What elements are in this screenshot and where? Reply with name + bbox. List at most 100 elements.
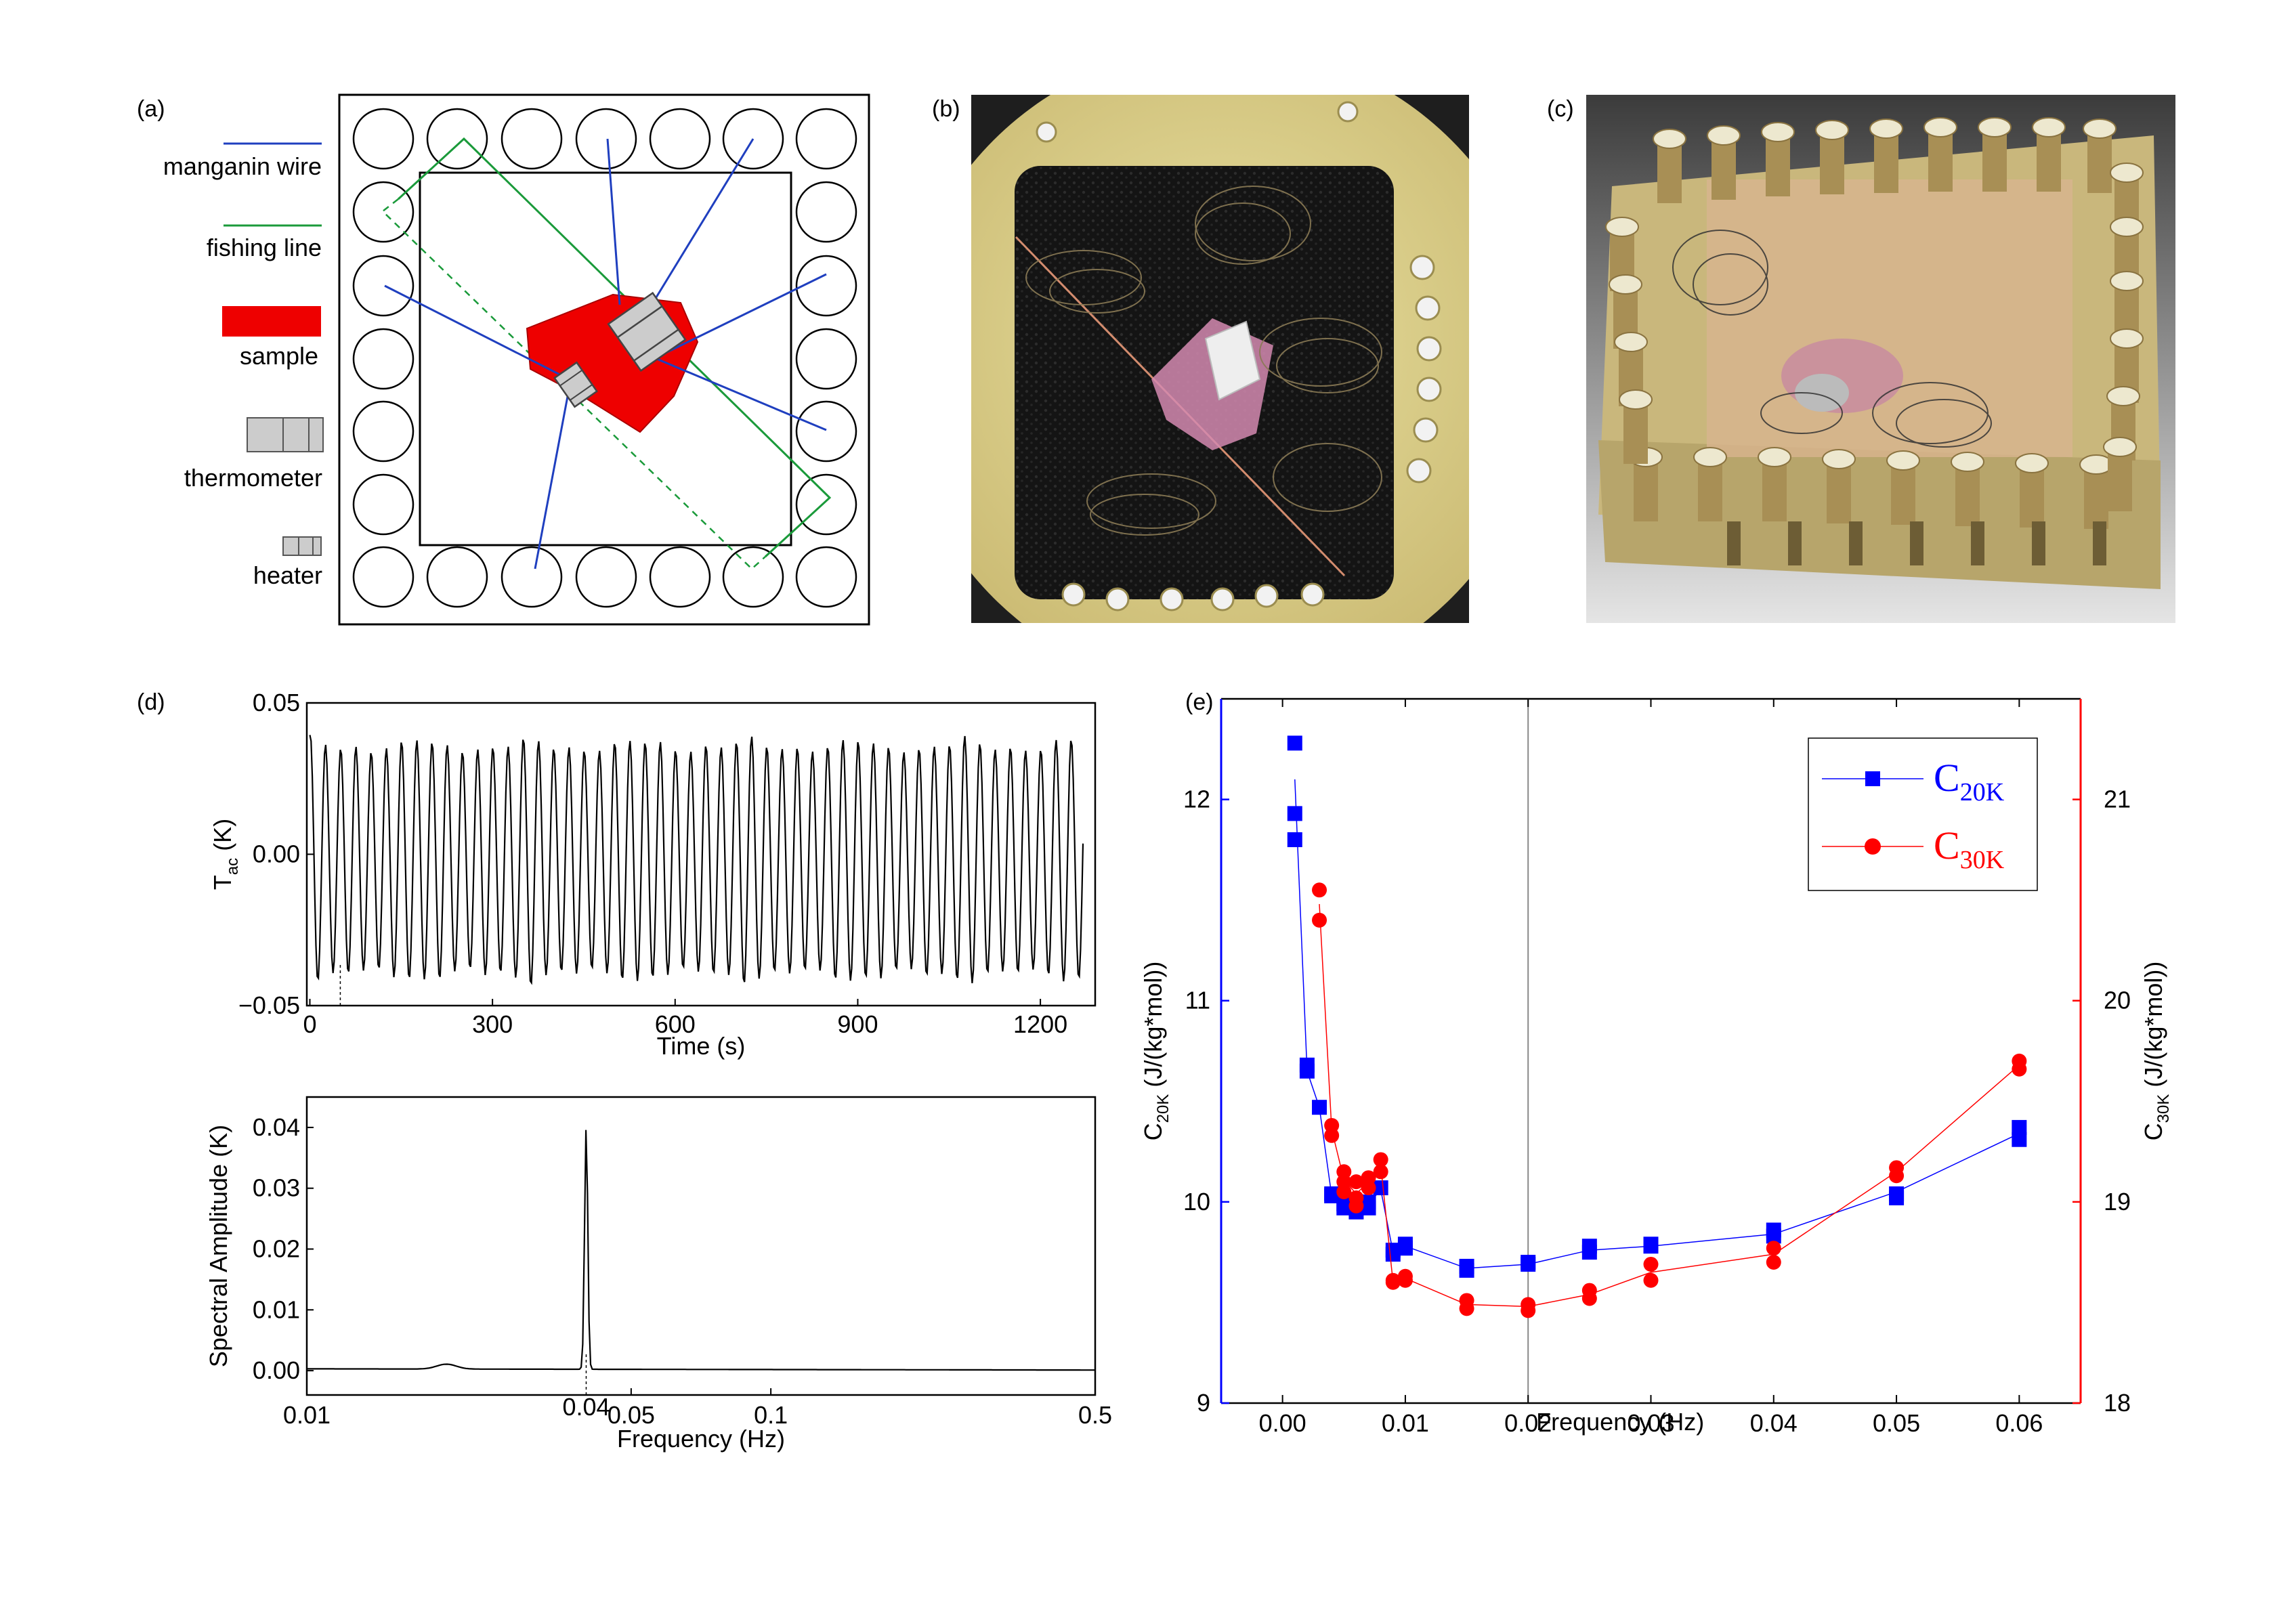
photo-sample-holder-top xyxy=(971,95,1469,623)
pin-body xyxy=(1827,459,1851,523)
hc-right-y-tick-label: 21 xyxy=(2104,786,2131,813)
panel-a: (a) manganin wire fishing line sample th… xyxy=(137,93,870,626)
hc-left-y-tick-label: 11 xyxy=(1185,987,1210,1014)
contact-pads xyxy=(352,108,857,608)
panel-a-legend: manganin wire fishing line sample thermo… xyxy=(163,142,324,589)
photo-sample-holder-side xyxy=(1586,95,2175,623)
contact-pad xyxy=(649,108,711,170)
pin-top xyxy=(1886,450,1920,471)
panel-b: (b) xyxy=(932,95,1469,623)
schematic-board xyxy=(338,93,870,626)
pin-body xyxy=(1766,132,1790,196)
panel-e-label: (e) xyxy=(1185,689,1214,715)
hc-left-y-tick-label: 9 xyxy=(1197,1389,1210,1417)
time-x-tick-label: 900 xyxy=(837,1010,878,1038)
contact-pad xyxy=(795,328,857,390)
hc-point-30K xyxy=(1643,1272,1659,1288)
panel-a-label: (a) xyxy=(137,96,165,122)
hc-point-20K xyxy=(1581,1245,1597,1260)
hc-point-20K xyxy=(1397,1241,1413,1256)
hc-right-y-tick-label: 20 xyxy=(2104,987,2131,1014)
pin-leg xyxy=(2093,521,2106,565)
spectrum-y-axis-title: Spectral Amplitude (K) xyxy=(205,1125,232,1367)
fishing-line-back xyxy=(381,198,766,570)
pin-top xyxy=(1815,120,1849,140)
pin-top xyxy=(2015,453,2049,473)
contact-pad xyxy=(795,546,857,608)
pin-body xyxy=(2108,447,2132,511)
spectrum-x-tick-label: 0.05 xyxy=(608,1401,655,1429)
pin-body xyxy=(1657,139,1682,203)
pin-top xyxy=(1978,117,2012,137)
pin-body xyxy=(1712,135,1736,200)
spectrum-y-tick-label: 0.03 xyxy=(253,1174,300,1202)
hc-point-20K xyxy=(1643,1239,1659,1254)
hc-series-line-30K xyxy=(1319,904,2020,1308)
chart-heat-capacity: 0.00 0.01 0.02 0.03 0.04 0.05 0.06 9 10 11 12 18 19 2… xyxy=(1139,697,2173,1437)
pin-top xyxy=(1609,274,1642,295)
legend-manganin-label: manganin wire xyxy=(163,152,322,180)
pin-top xyxy=(2079,454,2113,475)
hc-point-30K xyxy=(1348,1174,1364,1190)
pin-top xyxy=(1822,449,1856,469)
pin-body xyxy=(1874,129,1898,193)
contact-pad xyxy=(795,108,857,170)
hc-point-30K xyxy=(1397,1272,1413,1288)
contact-pad xyxy=(795,400,857,463)
hc-right-y-axis-title: C30K (J/(kg*mol)) xyxy=(2140,962,2173,1141)
hc-point-30K xyxy=(1766,1241,1781,1256)
hc-point-30K xyxy=(1521,1303,1536,1318)
hc-legend-label-30K: C30K xyxy=(1934,823,2005,874)
pin-top xyxy=(1605,217,1639,237)
pin-body xyxy=(1820,130,1844,194)
pin-top xyxy=(1869,119,1903,139)
hc-point-20K xyxy=(1373,1180,1388,1196)
hc-x-tick-label: 0.03 xyxy=(1627,1409,1674,1437)
hc-point-30K xyxy=(1889,1168,1905,1184)
time-y-tick-label: 0.00 xyxy=(253,840,300,868)
chart-spectrum: 0.01 0.05 0.1 0.50.000.010.020.030.040.04Fr… xyxy=(205,1096,1112,1453)
pin-body xyxy=(1634,457,1658,521)
pin-body xyxy=(2084,465,2108,529)
hc-point-30K xyxy=(1324,1127,1340,1143)
pin-top xyxy=(1693,447,1727,467)
panel-c-label: (c) xyxy=(1547,96,1574,122)
hc-legend: C20K C30K xyxy=(1808,737,2038,891)
spectrum-x-tick-label: 0.5 xyxy=(1078,1401,1112,1429)
pin-leg xyxy=(1849,521,1863,565)
legend-sample-swatch xyxy=(222,306,321,337)
spectrum-x-axis-title: Frequency (Hz) xyxy=(617,1425,785,1453)
contact-pad xyxy=(575,546,637,608)
pin-leg xyxy=(1788,521,1802,565)
hc-point-20K xyxy=(2012,1119,2027,1135)
spectrum-y-tick-label: 0.02 xyxy=(253,1234,300,1262)
contact-pad xyxy=(352,546,414,608)
panel-c: (c) xyxy=(1547,95,2175,623)
spectrum-y-tick-label: 0.01 xyxy=(253,1295,300,1323)
hc-point-30K xyxy=(1336,1184,1352,1199)
hc-point-30K xyxy=(1385,1274,1401,1290)
hc-x-tick-label: 0.05 xyxy=(1873,1409,1920,1437)
contact-pad xyxy=(649,546,711,608)
contact-pad xyxy=(352,328,414,390)
pin-body xyxy=(2020,463,2044,528)
pin-top xyxy=(2110,217,2144,237)
pin-top xyxy=(1653,129,1686,149)
contact-pad xyxy=(501,546,563,608)
pin-body xyxy=(1955,462,1980,526)
hc-point-20K xyxy=(1312,1100,1327,1115)
pin-body xyxy=(2037,127,2061,192)
pin-body xyxy=(1982,127,2007,192)
hc-point-20K xyxy=(1889,1190,1905,1205)
pin-top xyxy=(1707,125,1741,146)
hc-left-y-axis-title: C20K (J/(kg*mol)) xyxy=(1139,962,1172,1141)
pin-top xyxy=(2110,163,2144,183)
time-x-tick-label: 1200 xyxy=(1013,1010,1067,1038)
chart-time-trace: 0 300 600 900 1200 −0.05 0.00 0.05 Time (s) Tac (… xyxy=(209,689,1097,1060)
hc-point-20K xyxy=(1336,1200,1352,1216)
hc-right-y-tick-label: 19 xyxy=(2104,1188,2131,1216)
legend-heater-swatch xyxy=(282,536,322,556)
pin-top xyxy=(1951,452,1984,472)
hc-point-30K xyxy=(1361,1180,1376,1196)
contact-pad xyxy=(722,546,784,608)
